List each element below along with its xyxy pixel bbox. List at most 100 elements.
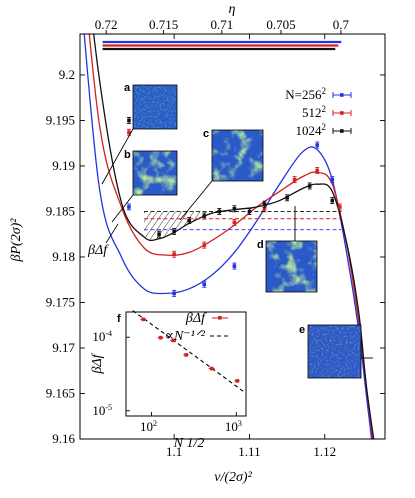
inset-legend-marker [212, 316, 228, 320]
legend-prefix: N= [285, 87, 302, 102]
y-tick-label-5: 9.185 [46, 203, 75, 218]
y-tick-label-3: 9.175 [46, 294, 75, 309]
snapshot-letter-e: e [299, 324, 305, 336]
data-point-2-0 [126, 117, 131, 124]
delta-f-annotation: βΔf [87, 243, 109, 258]
legend-label-1: 512 [302, 105, 322, 120]
data-point-2-6 [232, 205, 237, 213]
snapshot-c: c [179, 128, 264, 221]
legend-exp-2: 2 [322, 122, 327, 132]
y-axis-label: βP(2σ)² [9, 218, 24, 263]
data-point-1-1 [172, 250, 177, 258]
legend-marker-1024 [332, 128, 352, 134]
snapshot-letter-c: c [203, 128, 209, 140]
snapshot-b: b [111, 149, 178, 223]
snapshot-panels: a b c d e [101, 82, 373, 379]
inset-point-2 [170, 338, 177, 343]
y-tick-label-1: 9.165 [46, 385, 75, 400]
top-axis-label: η [229, 2, 236, 17]
legend-exp-1: 2 [322, 104, 327, 114]
legend-entry-512: 5122 [302, 104, 326, 120]
inset-letter-f: f [117, 313, 121, 325]
data-point-2-2 [172, 228, 177, 235]
legend-entry-256: N=2562 [285, 86, 326, 102]
data-point-2-1 [157, 230, 162, 238]
snapshot-a: a [101, 82, 178, 185]
inset-y-tick-1: 10-5 [92, 403, 112, 418]
coexistence-lines [144, 211, 342, 231]
inset-frame [125, 311, 247, 417]
data-point-2-11 [330, 197, 335, 205]
delta-f-leader [105, 223, 119, 244]
data-point-2-10 [307, 182, 312, 190]
y-tick-label-0: 9.16 [52, 431, 75, 446]
legend-marker-512 [332, 110, 352, 116]
inset-y-label: βΔf [90, 352, 105, 374]
y-axis-ticks: 9.16 9.165 9.17 9.175 9.18 9.185 9.19 9.195 9.2 [46, 67, 385, 446]
snapshot-letter-b: b [124, 149, 131, 161]
inset-background [126, 312, 246, 416]
data-point-1-6 [315, 167, 320, 174]
top-tick-label-0: 0.72 [95, 17, 118, 32]
data-point-0-2 [202, 280, 207, 288]
x-axis-ticks: 1.1 1.11 1.12 [166, 34, 336, 459]
data-point-2-9 [285, 194, 290, 202]
y-tick-label-8: 9.2 [59, 67, 75, 82]
y-tick-label-2: 9.17 [52, 340, 75, 355]
legend-marker-256 [332, 92, 352, 98]
inset-plot: 102 103 10-4 10-5 f βΔf ∝N⁻¹ᐟ² βΔf N 1/2 [90, 310, 247, 451]
y-tick-label-4: 9.18 [52, 249, 75, 264]
main-plot: 1.1 1.11 1.12 9.169.1659.179.1759.189.1859… [9, 2, 386, 485]
inset-x-tick-0: 102 [140, 419, 157, 434]
inset-point-5 [234, 379, 241, 383]
top-tick-label-3: 0.705 [266, 17, 295, 32]
data-point-1-3 [232, 218, 237, 226]
top-tick-label-4: 0.7 [333, 17, 350, 32]
top-axis-ticks: 0.72 0.715 0.71 0.705 0.7 [95, 17, 350, 34]
top-tick-label-1: 0.715 [149, 17, 178, 32]
x-tick-label-1: 1.11 [238, 444, 260, 459]
x-tick-label-0: 1.1 [166, 444, 182, 459]
coexistence-range-bars [102, 40, 342, 51]
inset-legend-entry-1: ∝N⁻¹ᐟ² [164, 329, 205, 344]
series-curve-0 [83, 34, 373, 439]
data-point-0-1 [172, 289, 177, 297]
snapshot-letter-d: d [257, 239, 264, 251]
snapshot-e: e [299, 324, 373, 379]
inset-y-tick-0: 10-4 [92, 329, 112, 344]
top-tick-label-2: 0.71 [211, 17, 234, 32]
inset-legend: βΔf ∝N⁻¹ᐟ² [164, 311, 230, 344]
snapshot-d: d [257, 206, 318, 293]
data-point-1-5 [292, 176, 297, 184]
inset-x-label: N 1/2 [173, 436, 205, 451]
inset-ticks: 102 103 10-4 10-5 [92, 329, 242, 434]
x-tick-label-2: 1.12 [313, 444, 336, 459]
inset-point-1 [157, 335, 164, 340]
legend-exp-0: 2 [322, 86, 327, 96]
plot-frame [79, 33, 386, 440]
y-tick-label-7: 9.195 [46, 112, 75, 127]
inset-points [140, 317, 241, 383]
inset-point-4 [208, 366, 215, 371]
inset-legend-entry-0: βΔf [185, 311, 207, 326]
legend: N=2562 5122 10242 [285, 86, 352, 138]
inset-x-tick-1: 103 [225, 419, 242, 434]
data-point-2-8 [262, 200, 267, 208]
legend-label-0: 256 [302, 87, 322, 102]
inset-point-0 [140, 317, 147, 322]
inset-point-3 [183, 353, 190, 357]
legend-label-2: 1024 [296, 123, 323, 138]
data-point-1-2 [202, 241, 207, 249]
data-point-0-0 [126, 203, 131, 211]
inset-fit-line [132, 310, 244, 392]
x-axis-label: v/(2σ)² [214, 470, 252, 485]
snapshot-letter-a: a [124, 82, 131, 94]
data-point-1-7 [337, 203, 342, 211]
data-point-0-5 [330, 176, 335, 184]
data-point-0-3 [232, 262, 237, 270]
y-tick-label-6: 9.19 [52, 158, 75, 173]
legend-entry-1024: 10242 [296, 122, 327, 138]
data-point-2-3 [187, 217, 192, 225]
data-point-0-4 [315, 141, 320, 149]
